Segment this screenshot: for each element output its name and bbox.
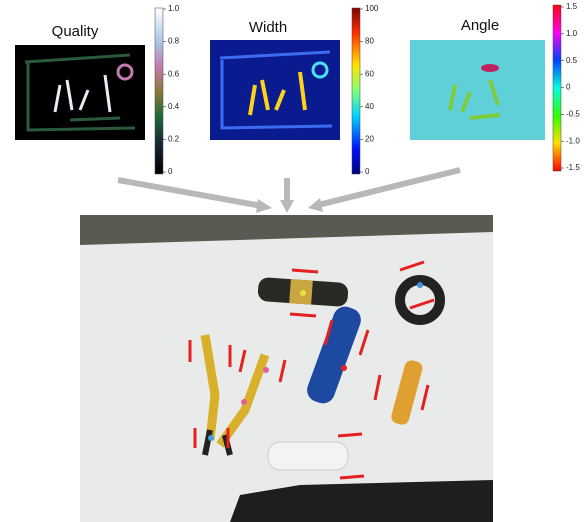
colorbar-tick-label: -1.0 [566, 136, 580, 145]
colorbar-tick-label: 0.6 [168, 69, 180, 78]
angle-map [410, 40, 545, 140]
colorbar-tick-label: 1.0 [168, 4, 180, 13]
colorbar-tick-label: 0.2 [168, 135, 180, 144]
colorbar-tick-label: 1.5 [566, 2, 578, 11]
colorbar-tick-label: 100 [365, 4, 379, 13]
colorbar-tick-label: 40 [365, 102, 374, 111]
colorbar [553, 5, 561, 171]
colorbar-tick-label: 0.8 [168, 37, 180, 46]
colorbar-tick-label: 1.0 [566, 29, 578, 38]
colorbar-tick-label: -0.5 [566, 109, 580, 118]
width-map [210, 40, 340, 140]
colorbar-tick-label: 0 [168, 167, 173, 176]
colorbar [352, 8, 360, 174]
arrows [118, 170, 460, 213]
colorbar-tick-label: 60 [365, 69, 374, 78]
figure: Quality 0 0.2 0.4 0.6 0.8 1.0 Width 0 20 40 60 80 100… [0, 0, 587, 522]
colorbar-tick-label: 0.4 [168, 102, 180, 111]
colorbar-tick-label: 80 [365, 37, 374, 46]
colorbar-tick-label: 0.5 [566, 56, 578, 65]
colorbar-tick-label: 20 [365, 135, 374, 144]
photo [80, 215, 493, 522]
quality-map [15, 45, 145, 140]
panel-title: Quality [52, 23, 99, 40]
colorbar-tick-label: 0 [566, 83, 571, 92]
colorbar [155, 8, 163, 174]
panel-title: Angle [461, 17, 499, 34]
colorbar-tick-label: -1.5 [566, 163, 580, 172]
panel-title: Width [249, 19, 287, 36]
colorbar-tick-label: 0 [365, 167, 370, 176]
